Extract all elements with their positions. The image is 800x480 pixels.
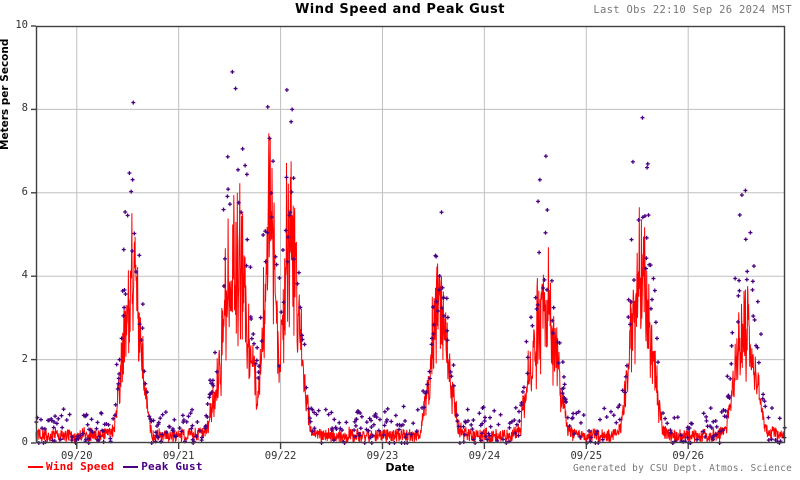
x-tick-label: 09/21 bbox=[162, 450, 195, 462]
series-wind-speed bbox=[35, 133, 785, 444]
legend-swatch-wind-speed bbox=[28, 465, 43, 468]
x-tick-label: 09/25 bbox=[570, 450, 603, 462]
credit-text: Generated by CSU Dept. Atmos. Science bbox=[572, 463, 792, 474]
legend-item-peak-gust: Peak Gust bbox=[123, 460, 202, 473]
y-axis-label: Meters per Second bbox=[0, 38, 11, 150]
gridlines bbox=[36, 26, 785, 443]
legend-label-peak-gust: Peak Gust bbox=[141, 460, 203, 473]
page-title: Wind Speed and Peak Gust bbox=[294, 2, 506, 17]
y-tick-label: 6 bbox=[21, 185, 28, 198]
y-tick-label: 8 bbox=[21, 102, 28, 115]
series-peak-gust bbox=[34, 69, 787, 445]
x-tick-label: 09/24 bbox=[468, 450, 501, 462]
last-observation-timestamp: Last Obs 22:10 Sep 26 2024 MST bbox=[593, 4, 792, 16]
legend-label-wind-speed: Wind Speed bbox=[46, 460, 115, 473]
x-tick-label: 09/23 bbox=[366, 450, 399, 462]
chart-canvas bbox=[31, 25, 787, 449]
x-axis-label: Date bbox=[385, 461, 415, 474]
y-tick-label: 0 bbox=[21, 436, 28, 448]
legend-swatch-peak-gust bbox=[123, 465, 139, 468]
axis-frame bbox=[31, 25, 786, 449]
legend-item-wind-speed: Wind Speed bbox=[28, 460, 114, 473]
x-tick-label: 09/20 bbox=[60, 450, 93, 462]
x-tick-label: 09/22 bbox=[264, 450, 297, 462]
x-tick-label: 09/26 bbox=[672, 450, 704, 462]
y-tick-label: 10 bbox=[15, 19, 28, 31]
plot-area bbox=[31, 25, 787, 449]
y-tick-label: 2 bbox=[21, 352, 28, 365]
legend: Wind Speed Peak Gust bbox=[28, 460, 203, 473]
y-tick-label: 4 bbox=[21, 269, 28, 282]
